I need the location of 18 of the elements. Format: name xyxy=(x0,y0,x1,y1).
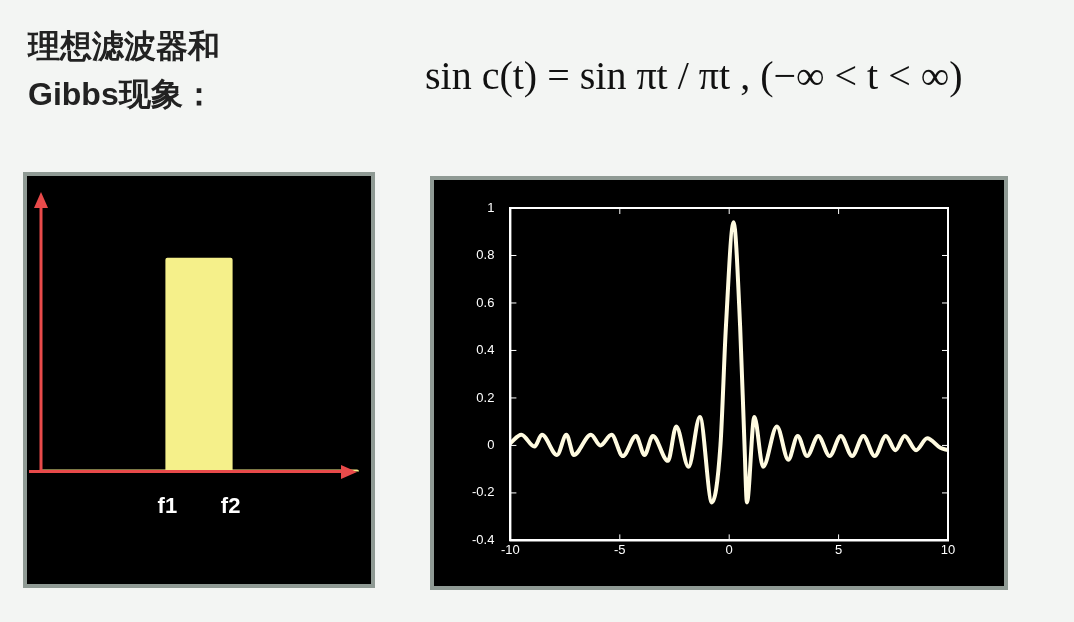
x-tick-label: 10 xyxy=(940,541,956,557)
chart-title: 理想滤波器和Gibbs现象： xyxy=(28,27,221,114)
x-tick-label: 5 xyxy=(834,541,843,557)
line-series xyxy=(510,220,948,505)
y-tick-label: 0.4 xyxy=(476,342,495,358)
y-tick-label: 1 xyxy=(487,199,495,215)
x-tick-label: f2 xyxy=(220,492,241,518)
x-tick-label: f1 xyxy=(157,492,178,518)
y-tick-label: 0.6 xyxy=(476,294,495,310)
y-tick-label: -0.2 xyxy=(471,484,495,500)
x-tick-label: -5 xyxy=(614,541,626,557)
chart-title: sin c(t) = sin πt / πt , (−∞ < t < ∞) xyxy=(425,52,963,99)
y-tick-label: 0.2 xyxy=(476,389,495,405)
x-tick-label: 0 xyxy=(725,541,733,557)
y-tick-label: 0.8 xyxy=(476,247,495,263)
y-tick-label: 0 xyxy=(487,437,495,453)
x-tick-label: -10 xyxy=(501,541,520,557)
y-tick-label: -0.4 xyxy=(471,531,495,547)
